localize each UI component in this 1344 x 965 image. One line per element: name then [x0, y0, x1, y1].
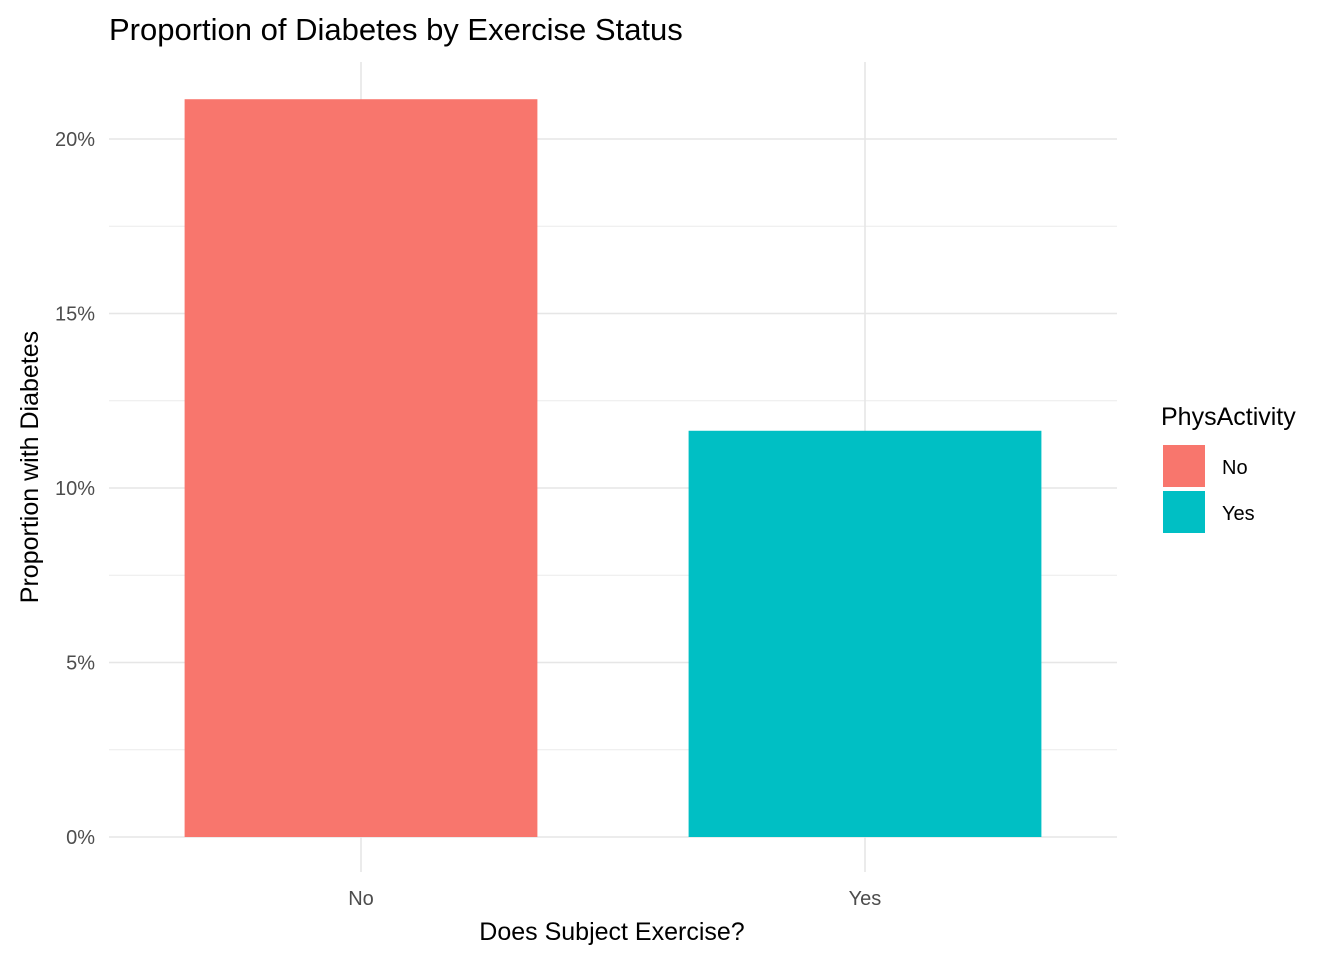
y-tick-label: 0%: [66, 827, 95, 849]
x-axis-label: Does Subject Exercise?: [479, 918, 744, 946]
bars-layer: [184, 99, 1042, 838]
y-axis-ticks: 0% 5% 10% 15% 20%: [55, 129, 95, 849]
legend-label: Yes: [1222, 503, 1255, 525]
y-tick-label: 15%: [55, 304, 95, 326]
bar-no: [184, 99, 538, 838]
legend-key-no: [1163, 445, 1205, 487]
legend-label: No: [1222, 457, 1248, 479]
x-tick-label: Yes: [849, 888, 882, 910]
legend: PhysActivity No Yes: [1161, 403, 1296, 533]
x-axis-ticks: No Yes: [348, 888, 881, 910]
x-tick-label: No: [348, 888, 374, 910]
chart-title: Proportion of Diabetes by Exercise Statu…: [109, 12, 683, 47]
legend-key-yes: [1163, 491, 1205, 533]
y-tick-label: 5%: [66, 653, 95, 675]
bar-yes: [688, 430, 1042, 837]
y-axis-label: Proportion with Diabetes: [16, 331, 44, 603]
y-tick-label: 10%: [55, 478, 95, 500]
y-tick-label: 20%: [55, 129, 95, 151]
legend-entries: No Yes: [1163, 445, 1255, 533]
legend-title: PhysActivity: [1161, 403, 1296, 431]
